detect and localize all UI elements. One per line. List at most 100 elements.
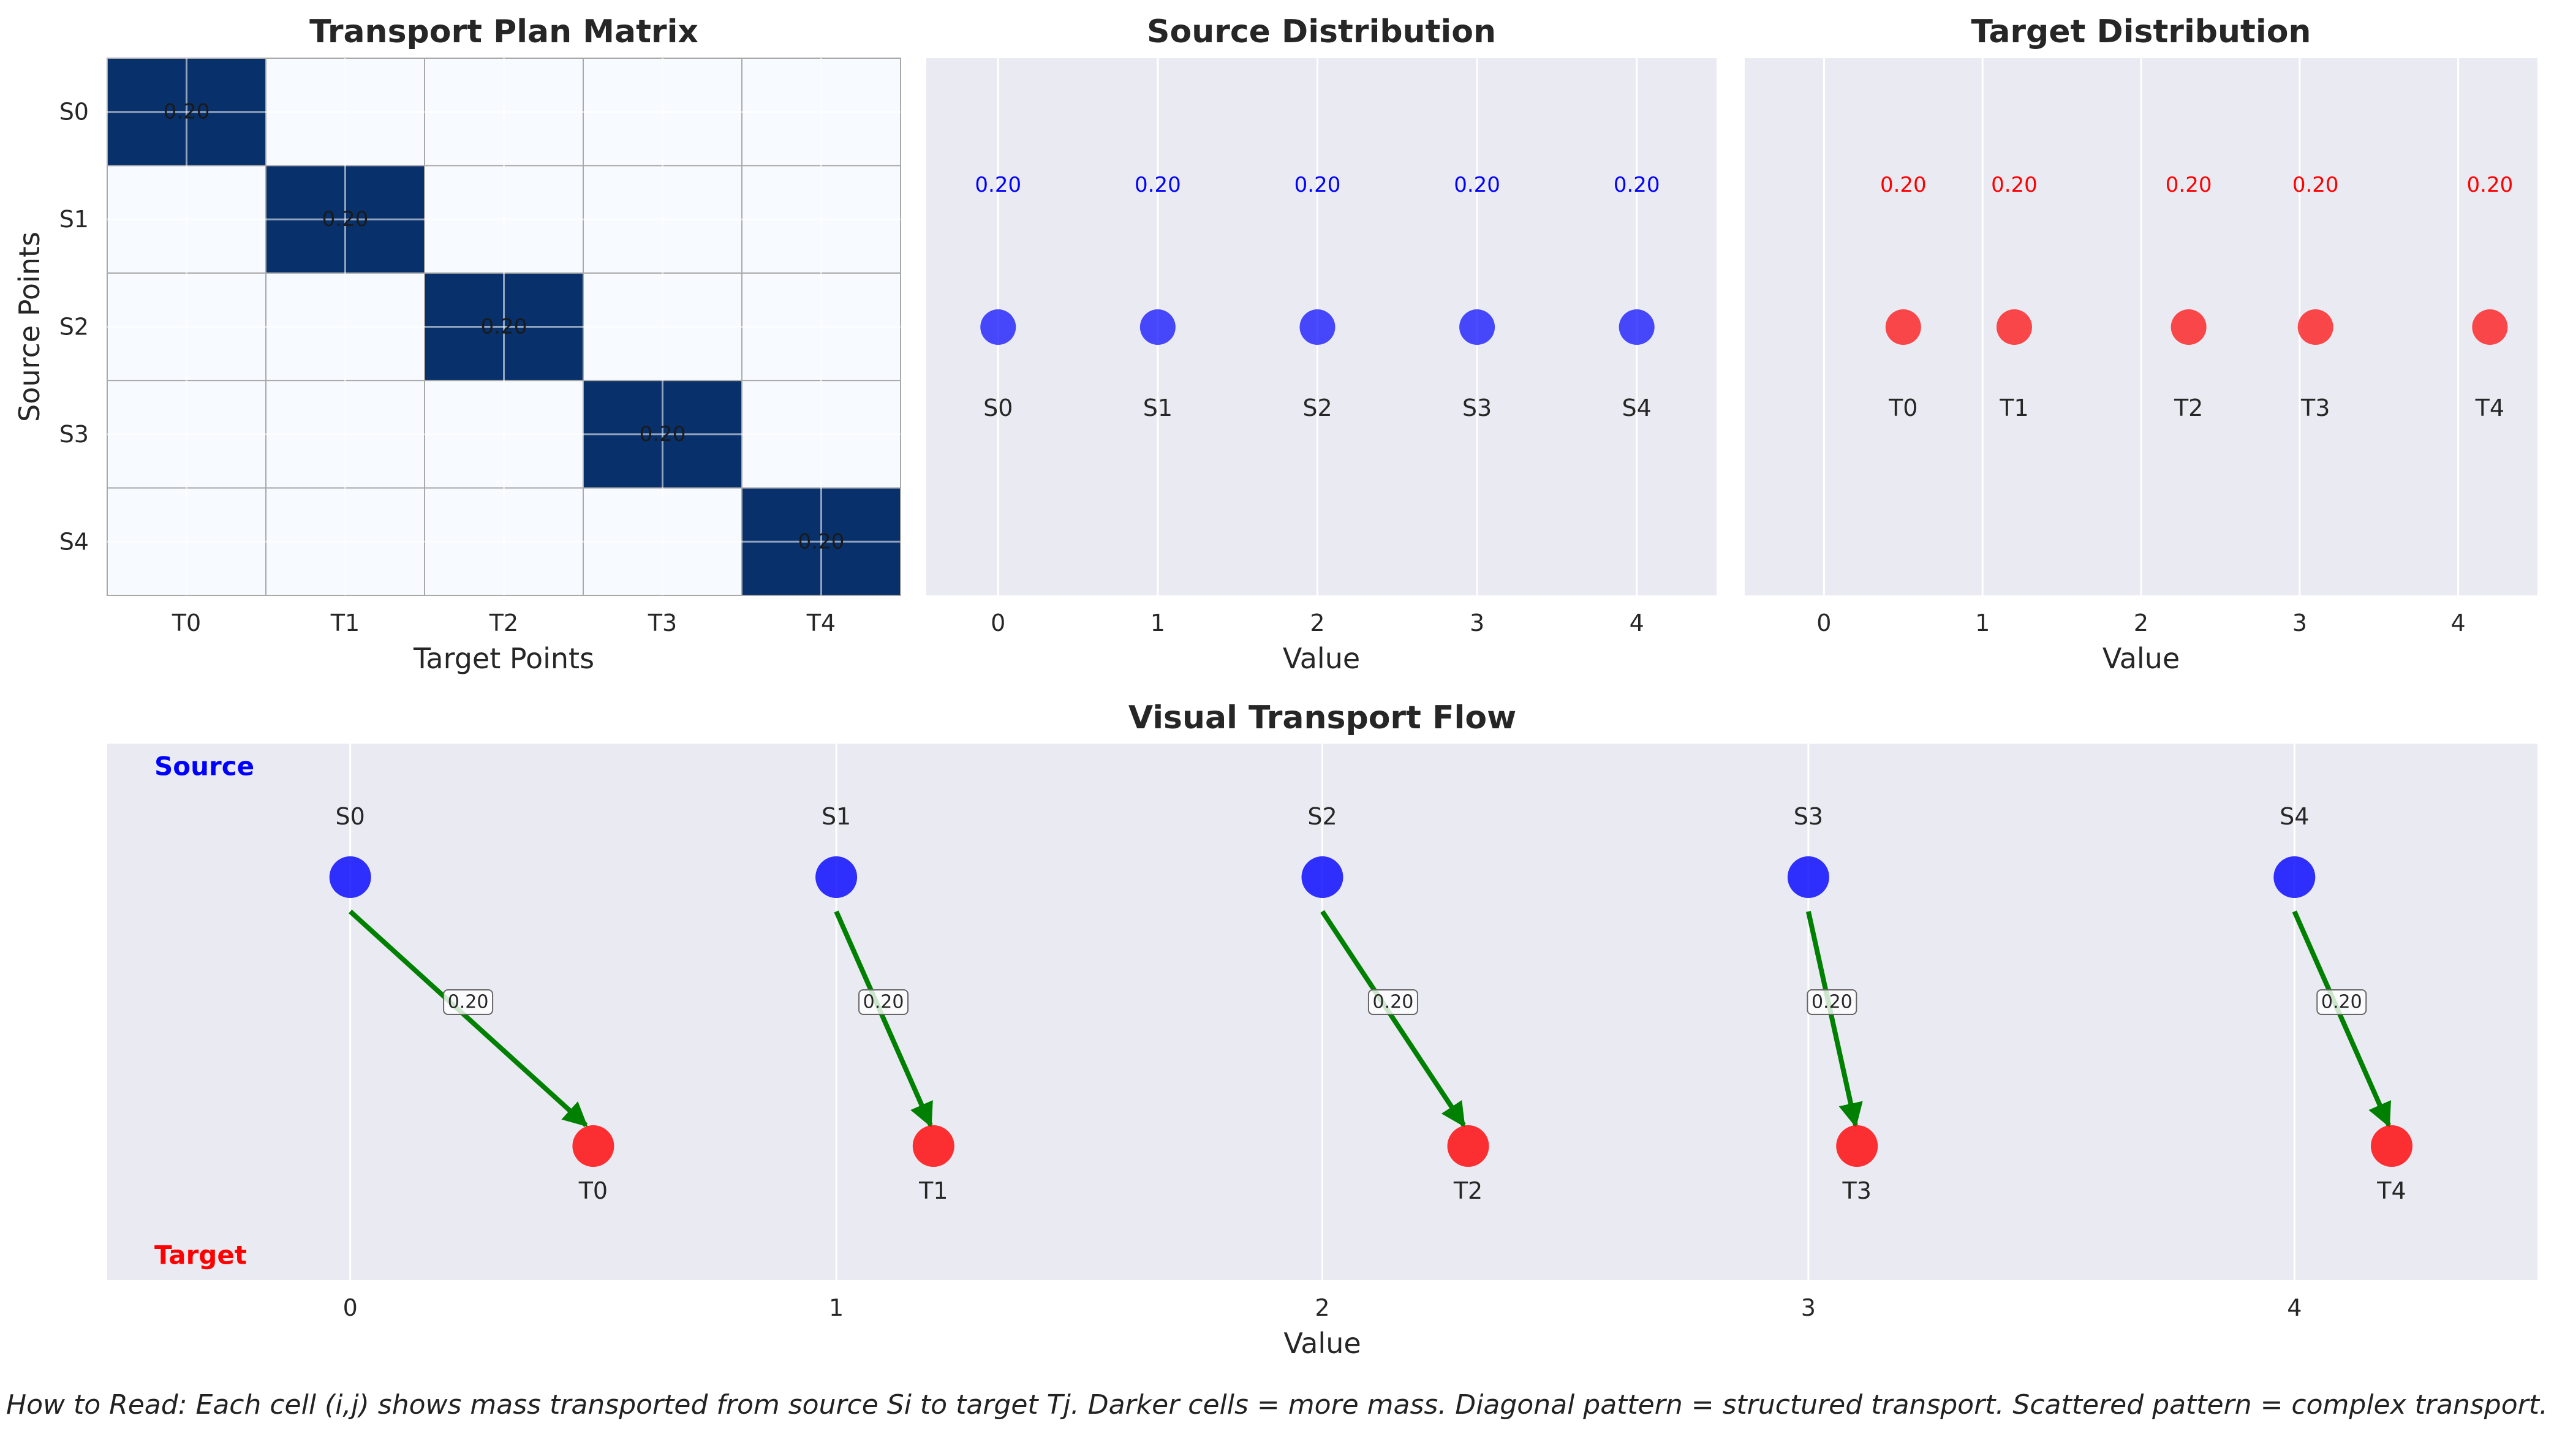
flow-label-box bbox=[858, 989, 909, 1015]
source-value-label: 0.20 bbox=[1614, 173, 1660, 197]
heatmap-col-label: T3 bbox=[648, 609, 677, 636]
flow-source-point bbox=[2273, 856, 2316, 898]
flow-target-label: T4 bbox=[2376, 1177, 2406, 1204]
flow-target-label: T1 bbox=[918, 1177, 948, 1204]
target-title: Target Distribution bbox=[1971, 13, 2311, 50]
heatmap-col-label: T2 bbox=[489, 609, 518, 636]
source-value-label: 0.20 bbox=[1294, 173, 1341, 197]
flow-label-box bbox=[1367, 989, 1418, 1015]
target-point-label: T4 bbox=[2475, 394, 2504, 421]
heatmap-col-label: T0 bbox=[172, 609, 201, 636]
flow-arrow bbox=[834, 910, 933, 1128]
source-value-label: 0.20 bbox=[1135, 173, 1181, 197]
target-value-label: 0.20 bbox=[1880, 173, 1927, 197]
flow-label: 0.20 bbox=[1373, 992, 1414, 1013]
heatmap-xlabel: Target Points bbox=[413, 642, 594, 675]
target-point-label: T3 bbox=[2300, 394, 2330, 421]
flow-target-point bbox=[912, 1125, 954, 1167]
heatmap-cell-label: 0.20 bbox=[640, 422, 686, 447]
flow-target-point bbox=[2370, 1125, 2412, 1167]
flow-arrow bbox=[2292, 910, 2391, 1128]
source-xtick-label: 1 bbox=[1150, 609, 1165, 636]
source-value-label: 0.20 bbox=[975, 173, 1021, 197]
flow-source-label: S3 bbox=[1794, 803, 1823, 830]
flow-label-box bbox=[443, 989, 494, 1015]
source-point bbox=[1459, 309, 1495, 345]
flow-source-row-label: Source bbox=[154, 752, 254, 782]
target-xtick-label: 4 bbox=[2451, 609, 2466, 636]
source-point bbox=[1299, 309, 1336, 345]
heatmap-row-label: S4 bbox=[59, 528, 89, 555]
target-point-label: T0 bbox=[1888, 394, 1917, 421]
heatmap-row-label: S0 bbox=[59, 99, 89, 126]
target-xlabel: Value bbox=[2103, 642, 2180, 675]
flow-source-point bbox=[815, 856, 858, 898]
target-point bbox=[2297, 309, 2333, 345]
heatmap-cell-label: 0.20 bbox=[798, 529, 845, 554]
heatmap-col-label: T4 bbox=[806, 609, 836, 636]
flow-target-label: T0 bbox=[578, 1177, 608, 1204]
heatmap-row-label: S1 bbox=[59, 206, 89, 233]
flow-xtick-label: 4 bbox=[2287, 1294, 2302, 1321]
source-title: Source Distribution bbox=[1147, 13, 1496, 50]
flow-arrow bbox=[349, 910, 588, 1127]
flow-xtick-label: 3 bbox=[1801, 1294, 1816, 1321]
target-value-label: 0.20 bbox=[2166, 173, 2212, 197]
flow-source-label: S1 bbox=[822, 803, 851, 830]
source-point bbox=[980, 309, 1016, 345]
heatmap-title: Transport Plan Matrix bbox=[309, 13, 698, 50]
flow-arrow bbox=[1805, 911, 1863, 1128]
heatmap-cell-label: 0.20 bbox=[322, 207, 369, 232]
source-xtick-label: 0 bbox=[991, 609, 1005, 636]
flow-label: 0.20 bbox=[1812, 992, 1853, 1013]
target-xtick-label: 0 bbox=[1816, 609, 1831, 636]
heatmap-row-label: S2 bbox=[59, 314, 89, 341]
target-value-label: 0.20 bbox=[1991, 173, 2038, 197]
target-xtick-label: 1 bbox=[1975, 609, 1990, 636]
flow-source-point bbox=[1787, 856, 1829, 898]
source-value-label: 0.20 bbox=[1454, 173, 1500, 197]
target-xtick-label: 3 bbox=[2292, 609, 2307, 636]
source-point-label: S2 bbox=[1302, 394, 1332, 421]
target-point bbox=[2171, 309, 2207, 345]
how-to-read-caption: How to Read: Each cell (i,j) shows mass … bbox=[6, 1389, 2548, 1420]
source-point-label: S0 bbox=[983, 394, 1013, 421]
flow-xtick-label: 0 bbox=[343, 1294, 358, 1321]
flow-source-label: S4 bbox=[2280, 803, 2309, 830]
source-xtick-label: 2 bbox=[1310, 609, 1324, 636]
flow-target-label: T2 bbox=[1453, 1177, 1483, 1204]
target-point-label: T2 bbox=[2174, 394, 2203, 421]
target-value-label: 0.20 bbox=[2467, 173, 2514, 197]
flow-source-point bbox=[329, 856, 371, 898]
flow-source-label: S0 bbox=[336, 803, 365, 830]
heatmap-cell-label: 0.20 bbox=[164, 100, 210, 124]
heatmap-row-label: S3 bbox=[59, 421, 89, 448]
flow-label: 0.20 bbox=[863, 992, 904, 1013]
source-point bbox=[1619, 309, 1655, 345]
flow-target-label: T3 bbox=[1842, 1177, 1872, 1204]
source-xtick-label: 4 bbox=[1630, 609, 1644, 636]
heatmap-cell-label: 0.20 bbox=[481, 315, 527, 339]
flow-target-point bbox=[572, 1125, 614, 1167]
source-xlabel: Value bbox=[1283, 642, 1360, 675]
flow-source-point bbox=[1301, 856, 1343, 898]
flow-label-box bbox=[1807, 989, 1857, 1015]
source-point-label: S4 bbox=[1622, 394, 1652, 421]
flow-target-point bbox=[1447, 1125, 1489, 1167]
target-point-label: T1 bbox=[1999, 394, 2028, 421]
flow-label: 0.20 bbox=[2321, 992, 2362, 1013]
flow-title: Visual Transport Flow bbox=[1128, 700, 1516, 736]
source-xtick-label: 3 bbox=[1470, 609, 1484, 636]
source-point-label: S1 bbox=[1143, 394, 1173, 421]
flow-xlabel: Value bbox=[1283, 1327, 1361, 1360]
target-point bbox=[1996, 309, 2032, 345]
target-point bbox=[2472, 309, 2508, 345]
flow-xtick-label: 1 bbox=[829, 1294, 844, 1321]
flow-label-box bbox=[2316, 989, 2367, 1015]
heatmap-ylabel: Source Points bbox=[13, 232, 46, 422]
flow-arrow bbox=[1320, 910, 1466, 1128]
source-point-label: S3 bbox=[1462, 394, 1492, 421]
flow-xtick-label: 2 bbox=[1315, 1294, 1329, 1321]
heatmap-col-label: T1 bbox=[330, 609, 360, 636]
